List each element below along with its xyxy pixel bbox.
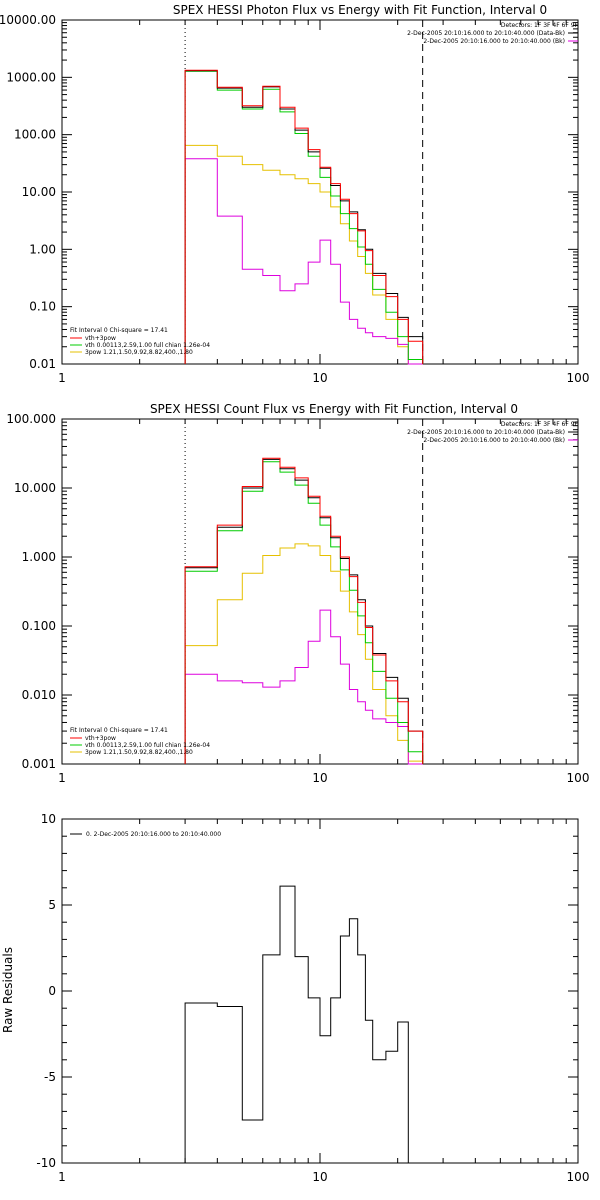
legend-3pow: 3pow 1.21,1.50,9.92,8.82,400.,1.80 [85, 349, 193, 356]
series-vth-3pow-line [184, 457, 424, 764]
photon-flux-axes: 1 10 100 0.01 0.10 1.00 10.00 100.00 1000.00 1000… [0, 13, 589, 385]
y-tick-label: 10.000 [14, 481, 56, 495]
x-tick-label: 1 [58, 1170, 66, 1184]
x-tick-label: 100 [567, 371, 590, 385]
series-3pow-line [184, 543, 424, 764]
series-vth-3pow-line [184, 69, 424, 364]
count-flux-legend-top: Detectors: 1F 3F 4F 6F 9F 2-Dec-2005 20:… [407, 421, 578, 444]
x-tick-label: 100 [567, 1170, 590, 1184]
photon-flux-title: SPEX HESSI Photon Flux vs Energy with Fi… [173, 3, 547, 17]
residuals-panel: Raw Residuals 1 10 100 -10 -5 0 5 10 0. 2-Dec-2… [1, 812, 589, 1184]
series-data-bk-line [184, 458, 424, 764]
count-flux-axes: 1 10 100 0.001 0.010 0.100 1.000 10.000 100.000 [6, 412, 589, 785]
legend-vth-3pow: vth+3pow [85, 335, 116, 342]
y-tick-label: 5 [48, 898, 56, 912]
plot-frame [61, 818, 579, 1164]
series-data-bk-line [184, 70, 424, 364]
count-flux-series [184, 419, 424, 765]
series-bk-line [184, 158, 423, 365]
detectors-label-2: Detectors: 1F 3F 4F 6F 9F [501, 421, 579, 428]
fit-interval-label: Fit Interval 0 Chi-square = 17.41 [70, 327, 168, 334]
y-tick-label: 10 [41, 812, 56, 826]
residuals-y-label: Raw Residuals [1, 947, 15, 1033]
residuals-legend: 0. 2-Dec-2005 20:10:16.000 to 20:10:40.0… [70, 831, 221, 838]
x-tick-label: 1 [58, 371, 66, 385]
legend-vth: vth 0.00113,2.59,1.00 full chian 1.26e-0… [85, 342, 210, 349]
series-vth-line [184, 461, 424, 764]
y-tick-label: -5 [44, 1070, 56, 1084]
series-bk-line [184, 609, 423, 765]
y-tick-label: 0.001 [22, 757, 56, 771]
x-tick-label: 10 [312, 371, 327, 385]
y-tick-label: 10000.00 [0, 13, 56, 27]
x-tick-label: 10 [312, 1170, 327, 1184]
y-tick-label: 0 [48, 984, 56, 998]
legend-vth-3pow-2: vth+3pow [85, 735, 116, 742]
y-tick-label: 0.10 [29, 300, 56, 314]
plot-frame [61, 418, 579, 765]
y-tick-label: 100.000 [6, 412, 56, 426]
x-tick-label: 1 [58, 771, 66, 785]
series-3pow-line [184, 144, 423, 365]
y-tick-label: 1.00 [29, 242, 56, 256]
legend-3pow-2: 3pow 1.21,1.50,9.92,8.82,400.,1.80 [85, 749, 193, 756]
y-tick-label: 0.010 [22, 688, 56, 702]
photon-flux-series [184, 20, 424, 365]
legend-bk: 2-Dec-2005 20:10:16.000 to 20:10:40.000 … [423, 38, 565, 45]
y-tick-label: 10.00 [22, 185, 56, 199]
residuals-axes: 1 10 100 -10 -5 0 5 10 [36, 812, 589, 1184]
detectors-label: Detectors: 1F 3F 4F 6F 9F [501, 22, 579, 29]
y-tick-label: 100.00 [14, 128, 56, 142]
x-tick-label: 10 [312, 771, 327, 785]
y-tick-label: 0.100 [22, 619, 56, 633]
legend-data-bk-2: 2-Dec-2005 20:10:16.000 to 20:10:40.000 … [407, 429, 565, 436]
legend-bk-2: 2-Dec-2005 20:10:16.000 to 20:10:40.000 … [423, 437, 565, 444]
count-flux-title: SPEX HESSI Count Flux vs Energy with Fit… [150, 402, 518, 416]
y-tick-label: 0.01 [29, 357, 56, 371]
count-flux-panel: SPEX HESSI Count Flux vs Energy with Fit… [6, 402, 589, 785]
legend-residual: 0. 2-Dec-2005 20:10:16.000 to 20:10:40.0… [86, 831, 221, 838]
legend-vth-2: vth 0.00113,2.59,1.00 full chian 1.26e-0… [85, 742, 210, 749]
fit-interval-label-2: Fit Interval 0 Chi-square = 17.41 [70, 727, 168, 734]
residuals-series [184, 885, 409, 1163]
series-vth-line [184, 70, 424, 364]
count-flux-legend-bottom: Fit Interval 0 Chi-square = 17.41 vth+3p… [70, 727, 210, 756]
y-tick-label: -10 [36, 1156, 56, 1170]
series-0-2-dec-2005-20-10-16-000-to-20-10-40-000-line [184, 885, 409, 1163]
x-tick-label: 100 [567, 771, 590, 785]
photon-flux-legend-top: Detectors: 1F 3F 4F 6F 9F 2-Dec-2005 20:… [407, 22, 578, 45]
y-tick-label: 1.000 [22, 550, 56, 564]
y-tick-label: 1000.00 [6, 70, 56, 84]
photon-flux-panel: SPEX HESSI Photon Flux vs Energy with Fi… [0, 3, 589, 385]
legend-data-bk: 2-Dec-2005 20:10:16.000 to 20:10:40.000 … [407, 30, 565, 37]
photon-flux-legend-bottom: Fit Interval 0 Chi-square = 17.41 vth+3p… [70, 327, 210, 356]
